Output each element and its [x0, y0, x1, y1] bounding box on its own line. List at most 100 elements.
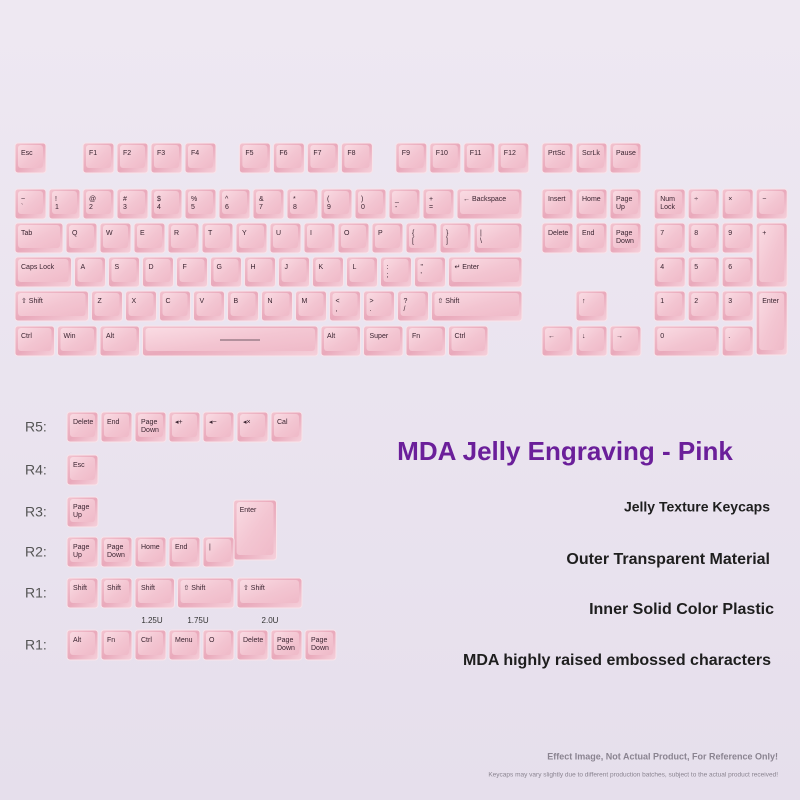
keycap-top	[409, 225, 434, 248]
key-legend: F10	[436, 150, 448, 157]
key-legend: Shift	[141, 585, 155, 592]
keycap-top	[545, 225, 570, 248]
key-legend: \	[480, 238, 482, 245]
feature: MDA highly raised embossed characters	[463, 652, 771, 669]
keycap-top	[466, 145, 492, 168]
key-legend: M	[302, 298, 308, 305]
keycap-top	[213, 259, 239, 282]
keycap: U	[269, 222, 302, 254]
row-label: R3:	[25, 504, 47, 520]
note: Effect Image, Not Actual Product, For Re…	[547, 751, 778, 761]
key-legend: E	[140, 230, 145, 237]
keycap: (9	[320, 188, 353, 220]
key-legend: ~	[21, 196, 25, 203]
keycap: ~`	[14, 188, 47, 220]
keycap: 3	[721, 290, 754, 322]
key-legend: 6	[225, 204, 229, 211]
keycap-top	[579, 191, 604, 214]
key-legend: 2	[89, 204, 93, 211]
keycap-top	[273, 225, 298, 248]
keycap: Ctrl	[134, 629, 167, 661]
keycap-top	[206, 539, 231, 562]
keycap: Ctrl	[448, 325, 489, 357]
key-legend: 7	[259, 204, 263, 211]
keycap-top	[477, 225, 519, 248]
keycap: |	[202, 536, 235, 568]
row-label: R1:	[25, 585, 47, 601]
key-legend: +	[429, 196, 433, 203]
keycap-top	[180, 580, 231, 603]
keycap: Q	[65, 222, 98, 254]
key-legend: ↵ Enter	[455, 264, 480, 271]
key-legend: }	[446, 230, 449, 237]
key-legend: Shift	[73, 585, 87, 592]
key-legend: S	[115, 264, 120, 271]
key-legend: ;	[387, 272, 389, 279]
keycap-top	[239, 225, 264, 248]
keycap: F8	[340, 142, 373, 174]
keycap-top	[172, 414, 197, 437]
key-legend: F12	[504, 150, 516, 157]
keycap-top	[613, 145, 638, 168]
keycap: .	[721, 325, 754, 357]
keycap-top	[366, 328, 400, 351]
key-legend: O	[344, 230, 350, 237]
keycap-top	[138, 539, 163, 562]
key-legend: [	[412, 238, 414, 245]
key-legend: <	[336, 298, 340, 305]
key-legend: Alt	[73, 637, 81, 644]
keycap: 7	[653, 222, 686, 254]
key-legend: ◂+	[175, 419, 183, 426]
key-legend: U	[276, 230, 281, 237]
keycap: End	[575, 222, 608, 254]
keycap-top	[188, 191, 213, 214]
key-legend: "	[421, 264, 424, 271]
key-legend: ×	[728, 196, 732, 203]
keycap-top	[341, 225, 366, 248]
key-legend: Z	[98, 298, 103, 305]
key-legend: (	[327, 196, 330, 203]
keycap: L	[346, 256, 378, 288]
key-legend: End	[107, 419, 120, 426]
keycap-top	[613, 328, 638, 351]
keycap: ×	[721, 188, 754, 220]
key-legend: ⇧ Shift	[438, 297, 460, 305]
key-legend: '	[421, 272, 422, 279]
keycap-top	[70, 580, 95, 603]
keycap: "'	[414, 256, 446, 288]
keycap-top	[274, 632, 299, 655]
key-legend: ,	[336, 306, 338, 313]
keycap-top	[417, 259, 443, 282]
keycap-top	[69, 225, 94, 248]
keycap: Delete	[541, 222, 574, 254]
keycap: +=	[422, 188, 455, 220]
key-legend: Lock	[660, 204, 675, 211]
keycap-top	[240, 580, 299, 603]
keycap-top	[18, 191, 43, 214]
key-legend: Home	[141, 544, 160, 551]
keycap: O	[337, 222, 370, 254]
keycap: :;	[380, 256, 412, 288]
key-legend: 9	[327, 204, 331, 211]
key-legend: ⇧ Shift	[243, 584, 265, 592]
key-legend: −	[762, 196, 766, 203]
note: Keycaps may vary slightly due to differe…	[488, 772, 778, 779]
key-legend: 4	[660, 264, 664, 271]
keycap: Caps Lock	[14, 256, 72, 288]
keycap: 4	[653, 256, 686, 288]
key-legend: F7	[313, 150, 321, 157]
keycap-top	[86, 145, 111, 168]
keycap-top	[206, 632, 231, 655]
key-legend: L	[353, 264, 357, 271]
key-legend: Caps Lock	[21, 264, 55, 271]
keycap: O	[202, 629, 235, 661]
keycap: Shift	[134, 577, 175, 609]
keycap: @2	[82, 188, 115, 220]
key-legend: Insert	[548, 196, 566, 203]
keycap-top	[179, 259, 205, 282]
key-legend: |	[480, 230, 482, 237]
